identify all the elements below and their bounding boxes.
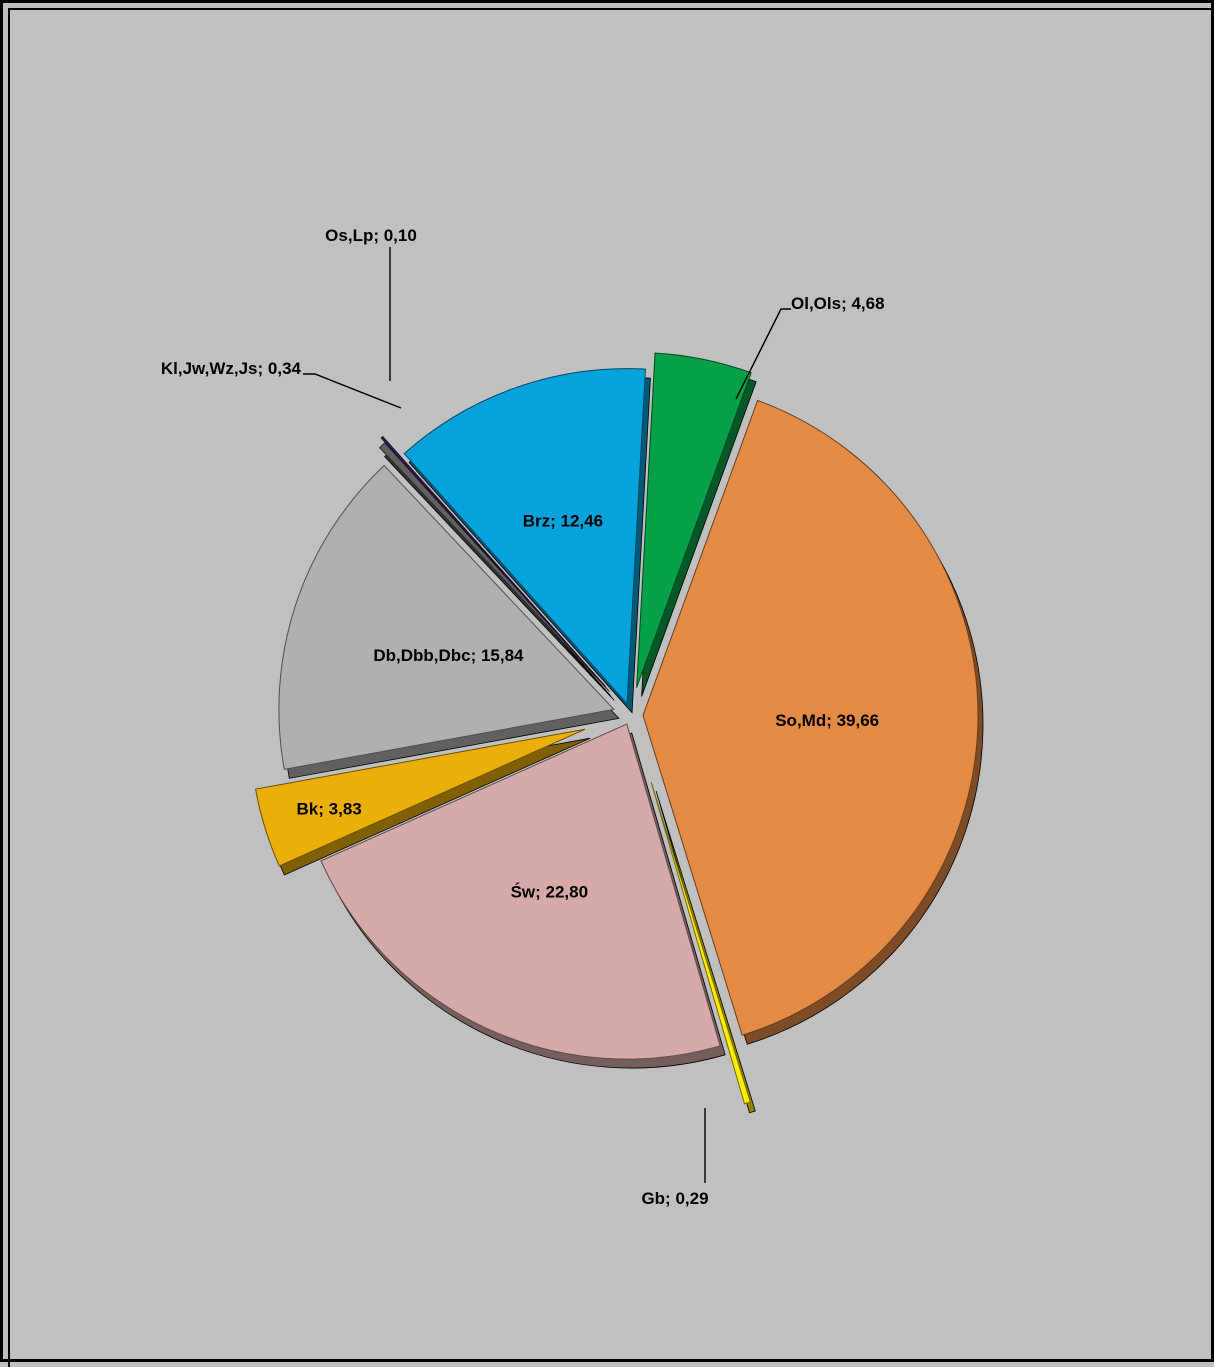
slice-label-bk: Bk; 3,83 — [297, 799, 362, 818]
slice-label-kl-jw-wz-js: Kl,Jw,Wz,Js; 0,34 — [161, 359, 302, 378]
pie-slice-layer — [254, 352, 979, 1105]
slice-label-ol-ols: Ol,Ols; 4,68 — [791, 294, 885, 313]
pie-slice-so-md[interactable] — [642, 399, 979, 1036]
pie-slice--w[interactable] — [320, 723, 721, 1060]
pie-slice-gb[interactable] — [650, 781, 751, 1105]
slice-label-os-lp: Os,Lp; 0,10 — [325, 226, 417, 245]
pie-slice-ol-ols[interactable] — [636, 352, 752, 688]
pie-slice-db-dbb-dbc[interactable] — [278, 464, 615, 770]
slice-label--w: Św; 22,80 — [511, 882, 589, 901]
pie-slice-os-lp[interactable] — [380, 435, 607, 688]
slice-label-db-dbb-dbc: Db,Dbb,Dbc; 15,84 — [373, 646, 524, 665]
leader-line-kl-jw-wz-js — [303, 373, 402, 409]
slice-label-so-md: So,Md; 39,66 — [775, 711, 879, 730]
slice-label-gb: Gb; 0,29 — [641, 1189, 708, 1208]
leader-line-layer — [303, 247, 791, 1183]
leader-line-ol-ols — [735, 308, 791, 400]
pie-chart: So,Md; 39,66 Gb; 0,29 Św; 22,80 Bk; 3,83 Db,… — [161, 226, 984, 1208]
slice-label-layer: So,Md; 39,66 Gb; 0,29 Św; 22,80 Bk; 3,83 Db,… — [161, 226, 885, 1208]
slice-label-brz: Brz; 12,46 — [523, 511, 603, 530]
pie-slice-depth-gb — [655, 790, 756, 1114]
pie-slice-brz[interactable] — [403, 368, 646, 705]
pie-slice-bk[interactable] — [254, 728, 586, 867]
